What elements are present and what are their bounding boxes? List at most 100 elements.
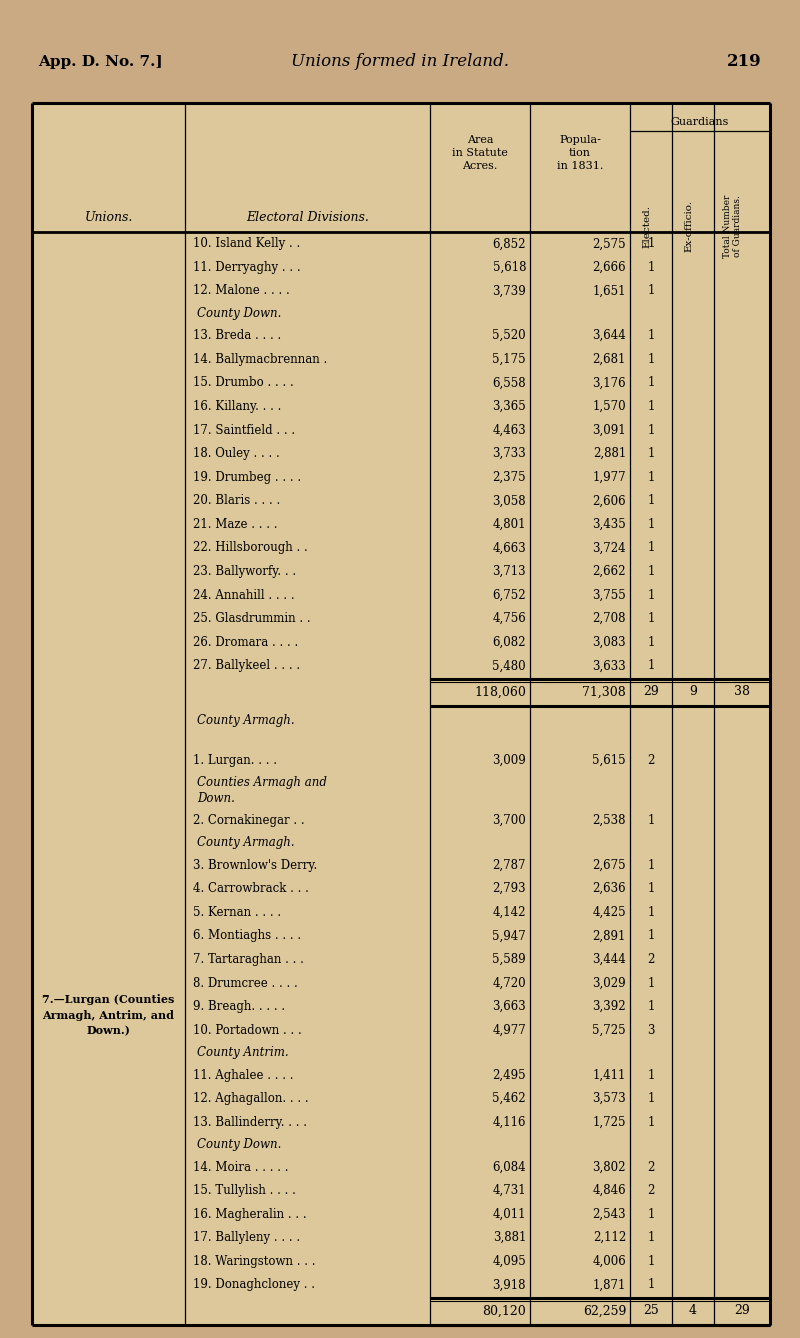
Text: 17. Ballyleny . . . .: 17. Ballyleny . . . . (193, 1231, 300, 1244)
Text: 1: 1 (647, 930, 654, 942)
Text: 22. Hillsborough . .: 22. Hillsborough . . (193, 542, 308, 554)
Text: 3,700: 3,700 (492, 814, 526, 827)
Text: 14. Moira . . . . .: 14. Moira . . . . . (193, 1160, 289, 1173)
Text: 1: 1 (647, 999, 654, 1013)
Text: Counties Armagh and
Down.: Counties Armagh and Down. (197, 776, 327, 804)
Text: 1,411: 1,411 (593, 1069, 626, 1081)
Text: 25. Glasdrummin . .: 25. Glasdrummin . . (193, 613, 310, 625)
Text: 2,495: 2,495 (492, 1069, 526, 1081)
Text: 4: 4 (689, 1305, 697, 1318)
Text: 3,058: 3,058 (492, 494, 526, 507)
Text: 2,636: 2,636 (592, 882, 626, 895)
Text: 5,725: 5,725 (592, 1024, 626, 1037)
Text: 3,724: 3,724 (592, 542, 626, 554)
Text: 1: 1 (647, 1231, 654, 1244)
Text: 23. Ballyworfy. . .: 23. Ballyworfy. . . (193, 565, 296, 578)
Text: 3,633: 3,633 (592, 660, 626, 673)
Text: 6,082: 6,082 (493, 636, 526, 649)
Text: Total Number
of Guardians.: Total Number of Guardians. (722, 194, 742, 258)
Text: County Down.: County Down. (197, 1139, 282, 1151)
Text: Electoral Divisions.: Electoral Divisions. (246, 211, 369, 223)
Text: 5,947: 5,947 (492, 930, 526, 942)
Text: 3,176: 3,176 (592, 376, 626, 389)
Text: 1: 1 (647, 1092, 654, 1105)
Text: 2,543: 2,543 (592, 1208, 626, 1220)
Text: 1: 1 (647, 285, 654, 297)
Text: 20. Blaris . . . .: 20. Blaris . . . . (193, 494, 280, 507)
Text: 4,425: 4,425 (592, 906, 626, 919)
Text: 1: 1 (647, 565, 654, 578)
Text: 16. Killany. . . .: 16. Killany. . . . (193, 400, 282, 413)
Text: 3,739: 3,739 (492, 285, 526, 297)
Text: 3,733: 3,733 (492, 447, 526, 460)
Text: 5. Kernan . . . .: 5. Kernan . . . . (193, 906, 281, 919)
Text: 1: 1 (647, 1116, 654, 1129)
Text: 2,787: 2,787 (493, 859, 526, 871)
Text: 3,083: 3,083 (592, 636, 626, 649)
Text: County Armagh.: County Armagh. (197, 836, 294, 850)
Text: 1,570: 1,570 (592, 400, 626, 413)
Text: 1,871: 1,871 (593, 1278, 626, 1291)
Text: 1: 1 (647, 542, 654, 554)
Text: 13. Ballinderry. . . .: 13. Ballinderry. . . . (193, 1116, 307, 1129)
Text: 4,095: 4,095 (492, 1255, 526, 1268)
Text: 2,666: 2,666 (592, 261, 626, 274)
Text: App. D. No. 7.]: App. D. No. 7.] (38, 55, 162, 70)
Text: 4. Carrowbrack . . .: 4. Carrowbrack . . . (193, 882, 309, 895)
Text: 5,175: 5,175 (492, 353, 526, 365)
Text: 4,977: 4,977 (492, 1024, 526, 1037)
Text: County Antrim.: County Antrim. (197, 1046, 289, 1060)
Text: 2,575: 2,575 (592, 237, 626, 250)
Text: 18. Waringstown . . .: 18. Waringstown . . . (193, 1255, 315, 1268)
Text: 4,756: 4,756 (492, 613, 526, 625)
Text: 8. Drumcree . . . .: 8. Drumcree . . . . (193, 977, 298, 990)
Text: 5,618: 5,618 (493, 261, 526, 274)
Text: 1: 1 (647, 1069, 654, 1081)
Text: 3,365: 3,365 (492, 400, 526, 413)
Text: Popula-
tion
in 1831.: Popula- tion in 1831. (557, 135, 603, 171)
Text: 1: 1 (647, 1278, 654, 1291)
Text: 3,392: 3,392 (592, 999, 626, 1013)
Text: 11. Aghalee . . . .: 11. Aghalee . . . . (193, 1069, 294, 1081)
Text: 2,675: 2,675 (592, 859, 626, 871)
Text: 4,801: 4,801 (493, 518, 526, 531)
Text: 3,755: 3,755 (592, 589, 626, 602)
Text: 3. Brownlow's Derry.: 3. Brownlow's Derry. (193, 859, 318, 871)
Text: 1: 1 (647, 261, 654, 274)
Text: 18. Ouley . . . .: 18. Ouley . . . . (193, 447, 280, 460)
Text: 4,006: 4,006 (592, 1255, 626, 1268)
Text: 2: 2 (647, 1160, 654, 1173)
Text: 5,589: 5,589 (492, 953, 526, 966)
Text: 26. Dromara . . . .: 26. Dromara . . . . (193, 636, 298, 649)
Text: 1: 1 (647, 977, 654, 990)
Text: 1: 1 (647, 906, 654, 919)
Text: 1: 1 (647, 518, 654, 531)
Text: 1: 1 (647, 660, 654, 673)
Text: Ex-officio.: Ex-officio. (684, 199, 693, 252)
Text: 29: 29 (643, 685, 659, 698)
Text: County Armagh.: County Armagh. (197, 714, 294, 728)
Text: 1: 1 (647, 859, 654, 871)
Text: Area
in Statute
Acres.: Area in Statute Acres. (452, 135, 508, 171)
Text: 25: 25 (643, 1305, 659, 1318)
Text: 1: 1 (647, 471, 654, 484)
Text: Elected.: Elected. (642, 205, 651, 248)
Text: 6,558: 6,558 (492, 376, 526, 389)
Text: 1: 1 (647, 613, 654, 625)
Text: 1: 1 (647, 447, 654, 460)
Text: 2,793: 2,793 (492, 882, 526, 895)
Text: 71,308: 71,308 (582, 685, 626, 698)
Text: 21. Maze . . . .: 21. Maze . . . . (193, 518, 278, 531)
Text: 5,520: 5,520 (492, 329, 526, 343)
Text: 1,977: 1,977 (592, 471, 626, 484)
Text: 1: 1 (647, 329, 654, 343)
Text: 2,538: 2,538 (593, 814, 626, 827)
Text: 11. Derryaghy . . .: 11. Derryaghy . . . (193, 261, 301, 274)
Text: 3,091: 3,091 (592, 424, 626, 436)
Text: 19. Drumbeg . . . .: 19. Drumbeg . . . . (193, 471, 301, 484)
Text: 219: 219 (727, 54, 762, 71)
Text: 118,060: 118,060 (474, 685, 526, 698)
Text: Unions.: Unions. (84, 211, 133, 223)
Text: 9: 9 (689, 685, 697, 698)
Text: 1: 1 (647, 400, 654, 413)
